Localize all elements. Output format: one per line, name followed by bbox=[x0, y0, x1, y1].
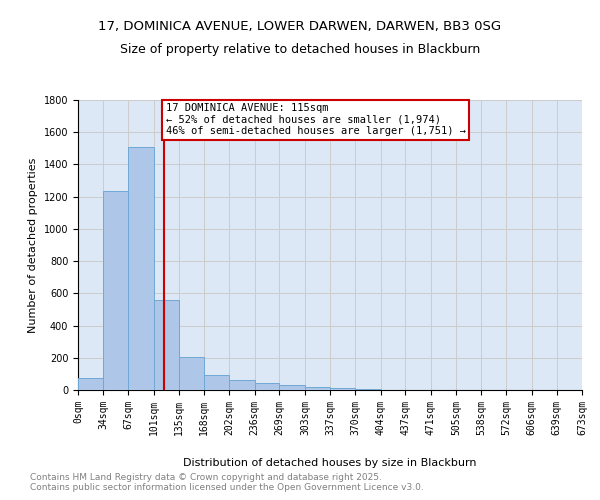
Bar bbox=[179, 357, 204, 390]
Bar bbox=[78, 378, 103, 390]
Bar bbox=[255, 383, 280, 390]
Y-axis label: Number of detached properties: Number of detached properties bbox=[28, 158, 38, 332]
Text: 17, DOMINICA AVENUE, LOWER DARWEN, DARWEN, BB3 0SG: 17, DOMINICA AVENUE, LOWER DARWEN, DARWE… bbox=[98, 20, 502, 33]
Bar bbox=[154, 300, 179, 390]
Bar bbox=[103, 191, 128, 390]
Text: Size of property relative to detached houses in Blackburn: Size of property relative to detached ho… bbox=[120, 42, 480, 56]
Bar bbox=[229, 380, 255, 390]
Bar bbox=[128, 146, 154, 390]
Bar bbox=[280, 385, 305, 390]
Text: Distribution of detached houses by size in Blackburn: Distribution of detached houses by size … bbox=[183, 458, 477, 468]
Bar bbox=[331, 388, 355, 390]
Bar bbox=[305, 387, 331, 390]
Text: 17 DOMINICA AVENUE: 115sqm
← 52% of detached houses are smaller (1,974)
46% of s: 17 DOMINICA AVENUE: 115sqm ← 52% of deta… bbox=[166, 103, 466, 136]
Bar bbox=[204, 374, 229, 390]
Text: Contains HM Land Registry data © Crown copyright and database right 2025.
Contai: Contains HM Land Registry data © Crown c… bbox=[30, 473, 424, 492]
Bar bbox=[355, 389, 380, 390]
